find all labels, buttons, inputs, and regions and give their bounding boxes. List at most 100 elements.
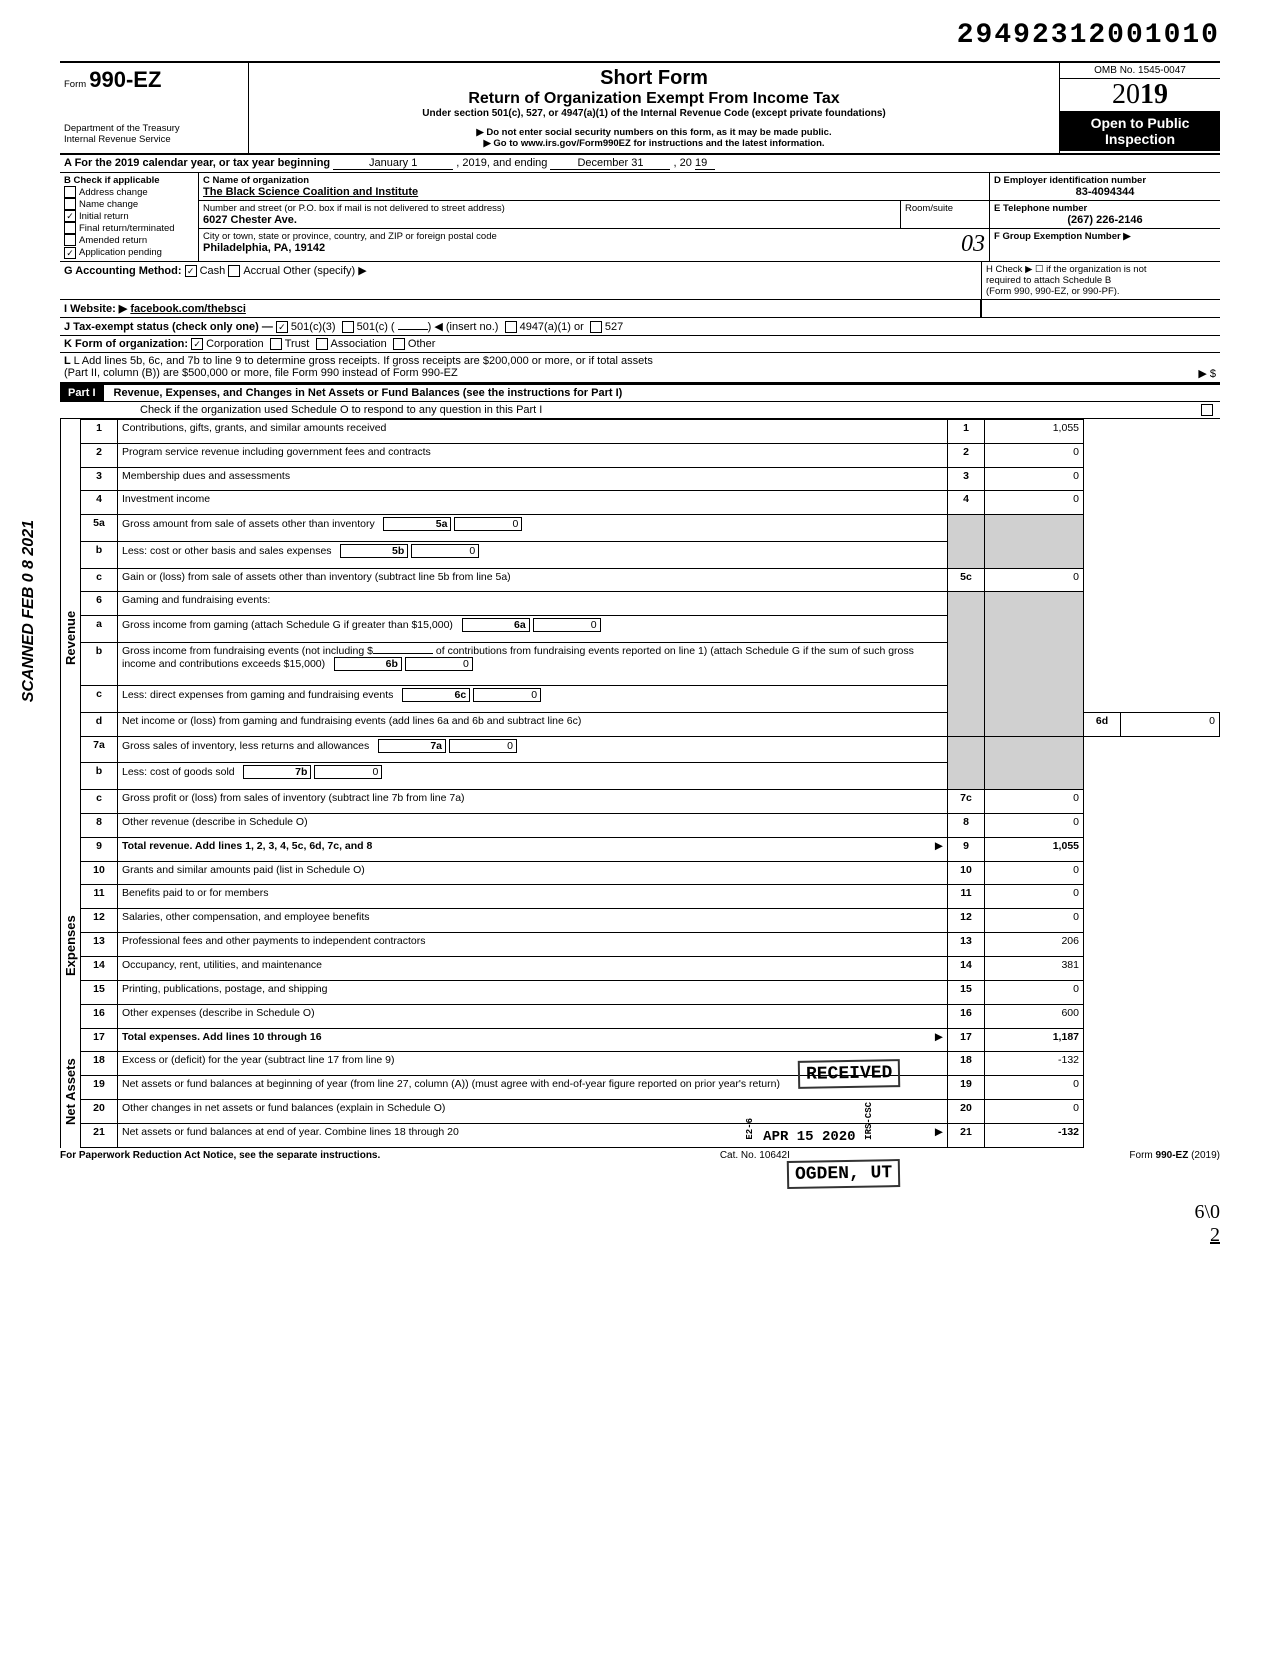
line-5a: 5aGross amount from sale of assets other…	[81, 515, 1220, 542]
title-main: Return of Organization Exempt From Incom…	[259, 90, 1049, 108]
phone-value[interactable]: (267) 226-2146	[994, 214, 1216, 226]
room-label: Room/suite	[905, 203, 985, 214]
insert-no-label: ) ◀ (insert no.)	[428, 321, 499, 333]
chk-final-return[interactable]: Final return/terminated	[64, 222, 194, 234]
sec-b-header: B Check if applicable	[64, 175, 194, 186]
title-under: Under section 501(c), 527, or 4947(a)(1)…	[259, 108, 1049, 119]
part1-title: Revenue, Expenses, and Changes in Net As…	[104, 387, 623, 399]
line-7a: 7aGross sales of inventory, less returns…	[81, 736, 1220, 763]
lines-table: 1Contributions, gifts, grants, and simil…	[80, 419, 1220, 1148]
line-10: 10Grants and similar amounts paid (list …	[81, 861, 1220, 885]
document-number: 29492312001010	[60, 20, 1220, 51]
chk-4947a1[interactable]	[505, 321, 517, 333]
line-20: 20Other changes in net assets or fund ba…	[81, 1100, 1220, 1124]
stamp-date: E2-6 APR 15 2020 IRS-CSC	[739, 1100, 880, 1147]
chk-address-change[interactable]: Address change	[64, 186, 194, 198]
sec-f-header: F Group Exemption Number ▶	[994, 231, 1216, 242]
line-13: 13Professional fees and other payments t…	[81, 933, 1220, 957]
s527-label: 527	[605, 321, 623, 333]
chk-amended-return[interactable]: Amended return	[64, 234, 194, 246]
chk-other-org[interactable]	[393, 338, 405, 350]
chk-schedule-o[interactable]	[1201, 404, 1213, 416]
line-14: 14Occupancy, rent, utilities, and mainte…	[81, 956, 1220, 980]
sec-g-label: G Accounting Method:	[64, 265, 182, 277]
footer-left: For Paperwork Reduction Act Notice, see …	[60, 1150, 380, 1161]
label-netassets: Net Assets	[60, 1035, 80, 1148]
sec-h-line3: (Form 990, 990-EZ, or 990-PF).	[986, 286, 1216, 297]
sec-l-line1: L Add lines 5b, 6c, and 7b to line 9 to …	[74, 355, 653, 367]
scanned-stamp: SCANNED FEB 0 8 2021	[20, 520, 38, 702]
corp-label: Corporation	[206, 338, 263, 350]
dept-treasury: Department of the Treasury	[64, 123, 244, 134]
line-6: 6Gaming and fundraising events:	[81, 592, 1220, 616]
website-value[interactable]: facebook.com/thebsci	[130, 303, 246, 315]
chk-corporation[interactable]	[191, 338, 203, 350]
line-4: 4Investment income40	[81, 491, 1220, 515]
sec-i-label: I Website: ▶	[64, 303, 127, 315]
ein-value[interactable]: 83-4094344	[994, 186, 1216, 198]
line-9: 9Total revenue. Add lines 1, 2, 3, 4, 5c…	[81, 837, 1220, 861]
street-label: Number and street (or P.O. box if mail i…	[203, 203, 896, 214]
line-a: A For the 2019 calendar year, or tax yea…	[60, 155, 1220, 173]
title-short: Short Form	[259, 67, 1049, 90]
sec-e-header: E Telephone number	[994, 203, 1216, 214]
line-12: 12Salaries, other compensation, and empl…	[81, 909, 1220, 933]
handwritten-2: 2	[1210, 1224, 1220, 1246]
chk-association[interactable]	[316, 338, 328, 350]
sec-h-line1: H Check ▶ ☐ if the organization is not	[986, 264, 1216, 275]
other-method-label: Other (specify) ▶	[283, 265, 367, 277]
line-17: 17Total expenses. Add lines 10 through 1…	[81, 1028, 1220, 1052]
form-number: 990-EZ	[89, 67, 161, 92]
sec-k-label: K Form of organization:	[64, 338, 188, 350]
line-3: 3Membership dues and assessments30	[81, 467, 1220, 491]
sec-h-line2: required to attach Schedule B	[986, 275, 1216, 286]
line-a-tail: , 20	[674, 157, 692, 169]
line-1: 1Contributions, gifts, grants, and simil…	[81, 419, 1220, 443]
chk-501c3[interactable]	[276, 321, 288, 333]
line-2: 2Program service revenue including gover…	[81, 443, 1220, 467]
open-public-label: Open to Public Inspection	[1060, 111, 1220, 151]
line-16: 16Other expenses (describe in Schedule O…	[81, 1004, 1220, 1028]
chk-application-pending[interactable]: Application pending	[64, 246, 194, 258]
part1-header-row: Part I Revenue, Expenses, and Changes in…	[60, 384, 1220, 402]
city-handwritten: 03	[961, 231, 985, 258]
street-value[interactable]: 6027 Chester Ave.	[203, 214, 896, 226]
line-8: 8Other revenue (describe in Schedule O)8…	[81, 813, 1220, 837]
chk-accrual[interactable]	[228, 265, 240, 277]
line-19: 19Net assets or fund balances at beginni…	[81, 1076, 1220, 1100]
line-a-yy[interactable]: 19	[695, 157, 715, 170]
page-footer: For Paperwork Reduction Act Notice, see …	[60, 1150, 1220, 1161]
line-11: 11Benefits paid to or for members110	[81, 885, 1220, 909]
chk-initial-return[interactable]: Initial return	[64, 210, 194, 222]
form-header: Form 990-EZ Department of the Treasury I…	[60, 61, 1220, 155]
part1-check-line: Check if the organization used Schedule …	[140, 404, 542, 416]
line-a-end[interactable]: December 31	[550, 157, 670, 170]
irs-label: Internal Revenue Service	[64, 134, 244, 145]
cash-label: Cash	[200, 265, 226, 277]
sec-j-label: J Tax-exempt status (check only one) —	[64, 321, 273, 333]
line-15: 15Printing, publications, postage, and s…	[81, 980, 1220, 1004]
footer-mid: Cat. No. 10642I	[720, 1150, 790, 1161]
sec-l-line2: (Part II, column (B)) are $500,000 or mo…	[64, 367, 458, 379]
sec-c-header: C Name of organization	[203, 175, 985, 186]
c3-label: 501(c)(3)	[291, 321, 336, 333]
sec-l-arrow: ▶ $	[1198, 367, 1216, 380]
line-a-mid: , 2019, and ending	[456, 157, 547, 169]
line-a-begin[interactable]: January 1	[333, 157, 453, 170]
city-label: City or town, state or province, country…	[203, 231, 961, 242]
stamp-received: RECEIVED	[797, 1059, 900, 1089]
accrual-label: Accrual	[243, 265, 280, 277]
stamp-ogden: OGDEN, UT	[787, 1159, 901, 1189]
note-ssn: ▶ Do not enter social security numbers o…	[259, 127, 1049, 138]
chk-name-change[interactable]: Name change	[64, 198, 194, 210]
other-org-label: Other	[408, 338, 436, 350]
org-name[interactable]: The Black Science Coalition and Institut…	[203, 186, 985, 198]
line-a-label: A For the 2019 calendar year, or tax yea…	[64, 157, 330, 169]
chk-501c[interactable]	[342, 321, 354, 333]
chk-trust[interactable]	[270, 338, 282, 350]
city-value[interactable]: Philadelphia, PA, 19142	[203, 242, 961, 254]
trust-label: Trust	[285, 338, 310, 350]
chk-527[interactable]	[590, 321, 602, 333]
form-label: Form	[64, 79, 86, 90]
chk-cash[interactable]	[185, 265, 197, 277]
